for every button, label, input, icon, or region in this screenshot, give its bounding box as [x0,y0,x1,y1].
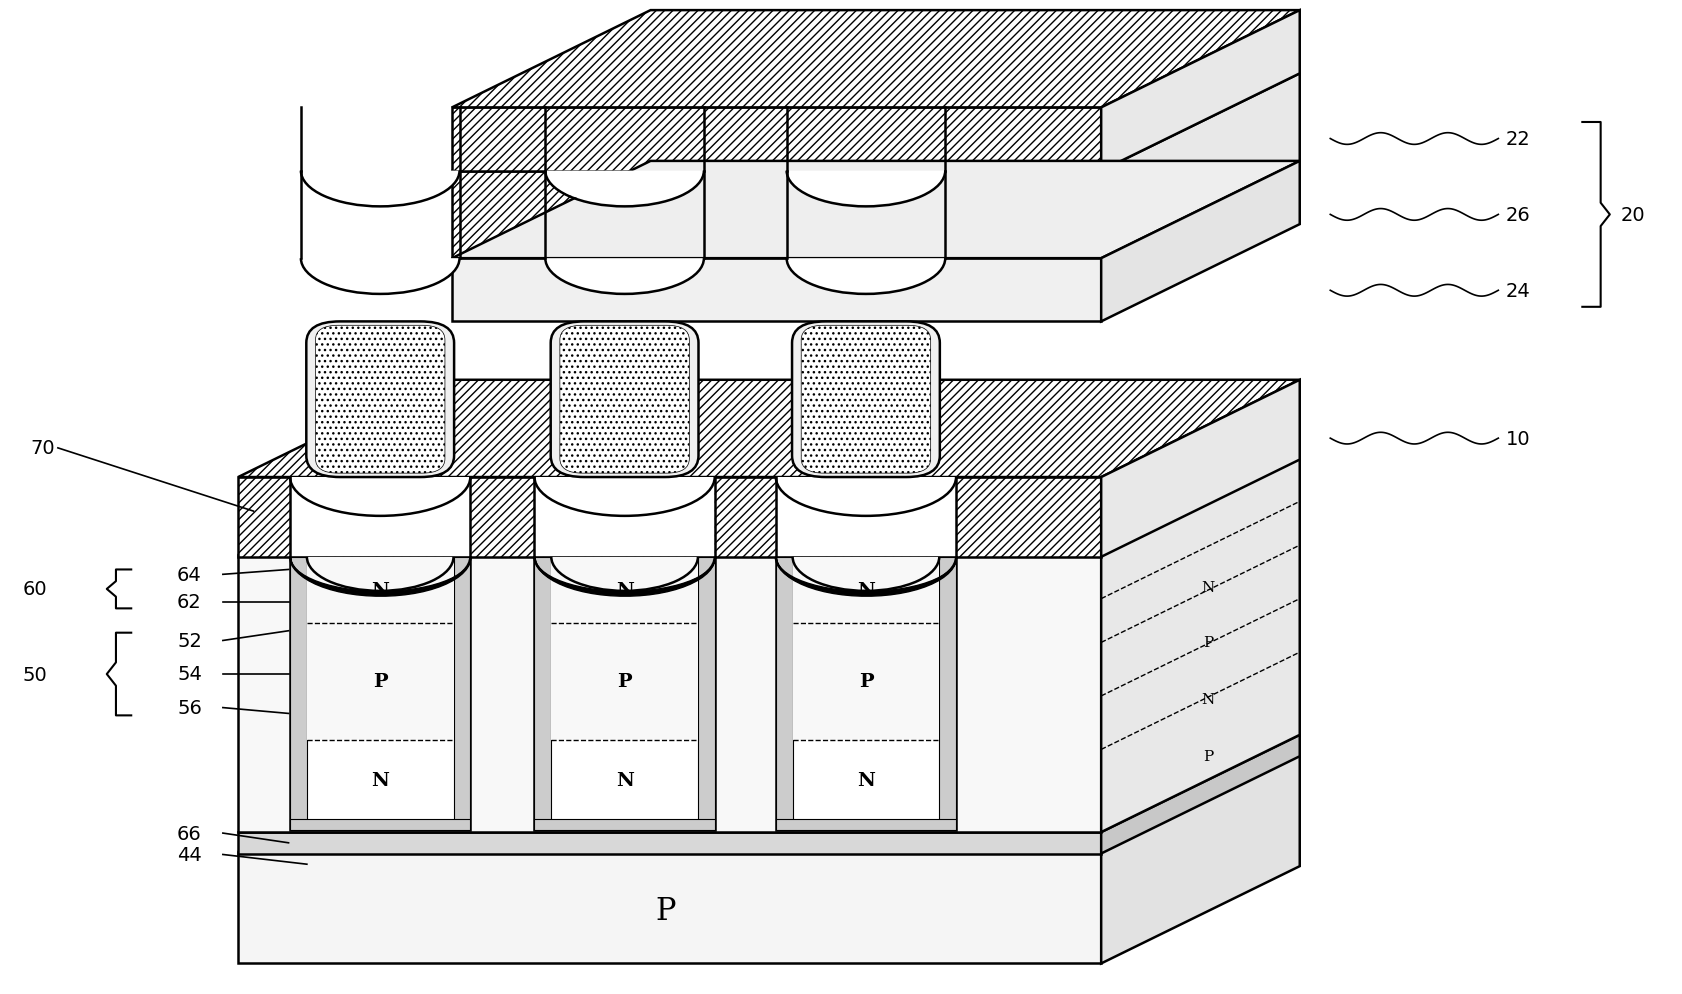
Text: P: P [858,673,873,691]
Polygon shape [785,110,945,206]
Text: 54: 54 [177,664,202,683]
Polygon shape [239,852,1100,963]
Polygon shape [552,558,698,623]
Polygon shape [1100,736,1299,854]
Polygon shape [545,110,703,206]
Text: N: N [1201,692,1214,706]
Text: 50: 50 [22,665,47,684]
Polygon shape [792,623,939,740]
Text: P: P [1203,636,1213,650]
Polygon shape [452,171,1100,258]
Polygon shape [1100,381,1299,558]
Polygon shape [535,820,715,830]
Text: 64: 64 [177,566,202,584]
Text: N: N [372,770,389,789]
Polygon shape [792,558,939,623]
Polygon shape [1100,11,1299,171]
Text: P: P [656,896,676,926]
Polygon shape [239,477,1100,558]
Polygon shape [775,558,792,830]
Polygon shape [306,558,452,623]
Text: 66: 66 [177,824,202,843]
Polygon shape [289,558,306,830]
Text: 44: 44 [177,845,202,864]
Text: 10: 10 [1505,429,1529,448]
Text: P: P [1203,749,1213,763]
FancyBboxPatch shape [306,322,454,477]
Polygon shape [1100,75,1299,258]
Polygon shape [306,623,452,740]
Polygon shape [1100,754,1299,963]
Text: N: N [616,770,632,789]
Polygon shape [452,75,1299,171]
Polygon shape [1100,458,1299,832]
Polygon shape [775,558,955,830]
FancyBboxPatch shape [560,326,690,474]
Polygon shape [289,558,469,830]
Text: 62: 62 [177,592,202,611]
Text: N: N [856,770,875,789]
Polygon shape [239,736,1299,832]
Polygon shape [775,477,955,558]
Polygon shape [535,558,552,830]
Text: 52: 52 [177,631,202,650]
Polygon shape [239,832,1100,854]
Polygon shape [535,558,715,830]
FancyBboxPatch shape [550,322,698,477]
Text: 70: 70 [30,439,56,458]
Polygon shape [289,820,469,830]
FancyBboxPatch shape [792,322,939,477]
Text: 56: 56 [177,699,202,718]
Polygon shape [452,108,1100,171]
Polygon shape [452,11,1299,108]
Text: P: P [617,673,631,691]
Polygon shape [452,558,469,830]
Text: N: N [1201,580,1214,594]
Polygon shape [535,477,715,558]
Text: N: N [372,581,389,599]
Polygon shape [552,623,698,740]
FancyBboxPatch shape [801,326,930,474]
Polygon shape [289,477,469,558]
Text: P: P [373,673,387,691]
Text: N: N [856,581,875,599]
Text: 20: 20 [1620,206,1645,225]
Polygon shape [939,558,955,830]
Polygon shape [301,173,459,293]
Polygon shape [1100,162,1299,322]
Polygon shape [545,173,703,293]
Polygon shape [698,558,715,830]
Polygon shape [239,458,1299,556]
Polygon shape [452,258,1100,322]
Text: 24: 24 [1505,281,1531,300]
Text: 26: 26 [1505,206,1531,225]
Polygon shape [775,820,955,830]
Polygon shape [785,173,945,293]
Polygon shape [239,754,1299,852]
Polygon shape [301,110,459,206]
Text: 22: 22 [1505,130,1531,149]
Polygon shape [239,381,1299,477]
Text: 60: 60 [22,580,47,598]
Text: N: N [616,581,632,599]
Polygon shape [452,162,1299,258]
FancyBboxPatch shape [315,326,444,474]
Polygon shape [239,556,1100,832]
